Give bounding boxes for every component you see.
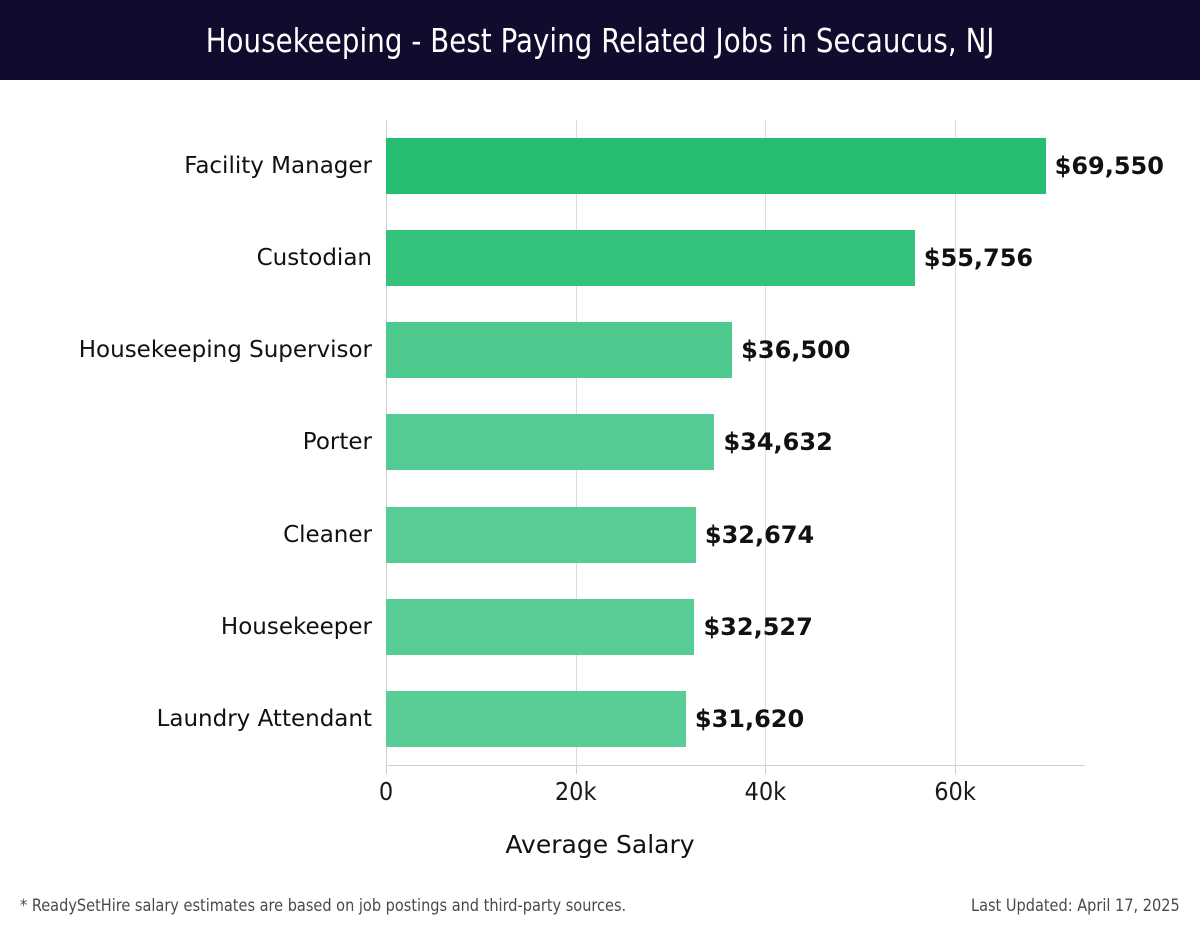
x-tick-label: 40k [744, 777, 787, 806]
bar[interactable] [386, 138, 1046, 195]
footnote-text: * ReadySetHire salary estimates are base… [20, 896, 627, 916]
category-label: Cleaner [283, 521, 372, 548]
bar[interactable] [386, 690, 686, 747]
bar-group: $34,632 [386, 414, 833, 471]
bar[interactable] [386, 506, 696, 563]
bar[interactable] [386, 322, 733, 379]
page-title: Housekeeping - Best Paying Related Jobs … [205, 20, 995, 60]
category-label: Custodian [256, 245, 372, 272]
bar[interactable] [386, 414, 715, 471]
bar-row[interactable]: Housekeeping Supervisor $36,500 [0, 304, 1200, 396]
bar-value-label: $34,632 [723, 428, 833, 457]
bar-row[interactable]: Porter $34,632 [0, 396, 1200, 488]
bar-group: $36,500 [386, 322, 851, 379]
last-updated-text: Last Updated: April 17, 2025 [971, 896, 1180, 916]
bar-row[interactable]: Custodian $55,756 [0, 212, 1200, 304]
chart-header: Housekeeping - Best Paying Related Jobs … [0, 0, 1200, 80]
category-label: Laundry Attendant [156, 705, 372, 732]
chart-footer: * ReadySetHire salary estimates are base… [0, 896, 1200, 930]
bar-row[interactable]: Housekeeper $32,527 [0, 581, 1200, 673]
bar[interactable] [386, 598, 695, 655]
bar-group: $69,550 [386, 138, 1164, 195]
bar-chart: Facility Manager $69,550 Custodian $55,756 H… [0, 80, 1200, 870]
bar-group: $55,756 [386, 230, 1034, 287]
bar-value-label: $32,674 [704, 520, 815, 549]
x-tick-label: 20k [554, 777, 597, 806]
category-label: Housekeeper [220, 613, 372, 640]
bar-value-label: $55,756 [923, 244, 1034, 273]
bar-row[interactable]: Laundry Attendant $31,620 [0, 673, 1200, 765]
bar-group: $32,674 [386, 506, 815, 563]
bar-group: $32,527 [386, 598, 813, 655]
bar-row[interactable]: Cleaner $32,674 [0, 489, 1200, 581]
category-label: Facility Manager [184, 153, 372, 180]
category-label: Porter [302, 429, 372, 456]
bar-value-label: $31,620 [694, 704, 805, 733]
x-tick-label: 0 [378, 777, 394, 806]
x-tick-mark [765, 766, 767, 774]
bar-group: $31,620 [386, 690, 805, 747]
bar[interactable] [386, 230, 915, 287]
category-label: Housekeeping Supervisor [78, 337, 372, 364]
x-axis-title: Average Salary [505, 830, 695, 859]
x-tick-mark [575, 766, 577, 774]
x-tick-mark [955, 766, 957, 774]
gridline [955, 120, 957, 765]
x-axis-line [386, 765, 1085, 766]
bar-row[interactable]: Facility Manager $69,550 [0, 120, 1200, 212]
bar-value-label: $32,527 [703, 612, 813, 641]
x-tick-label: 60k [934, 777, 976, 806]
x-tick-mark [386, 766, 387, 774]
bar-value-label: $36,500 [741, 336, 851, 365]
gridline [765, 120, 767, 765]
bar-value-label: $69,550 [1054, 152, 1164, 181]
